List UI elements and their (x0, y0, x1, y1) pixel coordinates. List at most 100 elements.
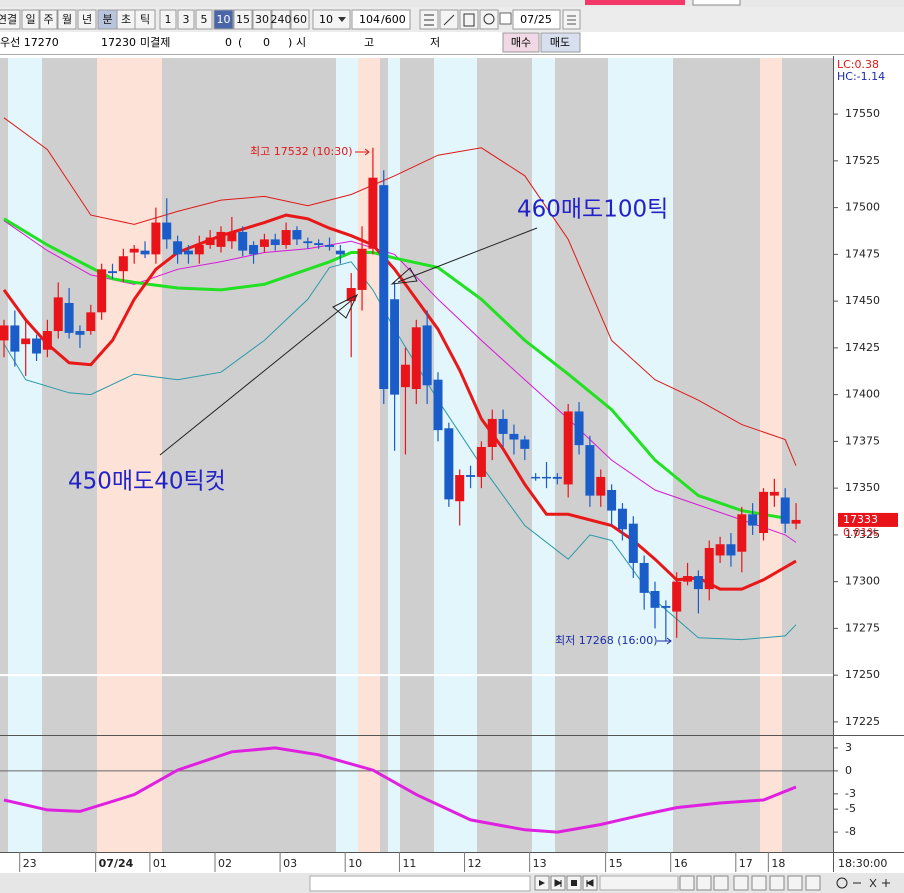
candle-body (661, 605, 671, 608)
count-field[interactable] (351, 9, 411, 30)
sell-button[interactable] (540, 32, 581, 53)
candle-body (194, 245, 204, 255)
info-text: 미결제 (140, 36, 170, 49)
candle-body (487, 418, 497, 447)
candle-body (704, 547, 714, 590)
candle-body (531, 476, 541, 479)
x-tick-label: 13 (533, 857, 547, 870)
period-value: 10 (319, 13, 333, 26)
checkbox[interactable] (499, 12, 512, 25)
candle-body (400, 364, 410, 388)
button[interactable] (713, 875, 729, 891)
candle-body (53, 297, 63, 332)
annotation-line (159, 299, 353, 456)
band (336, 58, 358, 852)
y-tick-label: 0 (845, 764, 852, 777)
last-price-label: 17333 (843, 513, 878, 526)
zoom-slider[interactable] (599, 875, 679, 891)
button[interactable] (751, 875, 767, 891)
toolbar-button[interactable] (77, 9, 97, 30)
candle-body (552, 476, 562, 479)
oscillator-line (3, 746, 797, 834)
toolbar-button[interactable] (134, 9, 156, 30)
candle-body (390, 299, 400, 395)
toolbar-label: 15 (236, 13, 250, 26)
info-text: 시 (296, 36, 306, 49)
y-tick-label: 17500 (845, 201, 880, 214)
toolbar-button[interactable] (159, 9, 177, 30)
info-text: ( (238, 36, 242, 49)
icon[interactable] (853, 878, 890, 888)
candle-body (769, 491, 779, 496)
y-tick-label: 17450 (845, 294, 880, 307)
candle-body (227, 231, 237, 242)
candle-body (411, 327, 421, 390)
y-tick-label: 17325 (845, 528, 880, 541)
toolbar-button[interactable] (233, 9, 253, 30)
date-value: 07/25 (520, 13, 552, 26)
candle-body (715, 544, 725, 556)
tool-button[interactable] (479, 9, 499, 30)
x-tick-label: 12 (468, 857, 482, 870)
icon[interactable] (836, 877, 848, 889)
candle-body (10, 325, 20, 352)
x-tick-label: 23 (23, 857, 37, 870)
button[interactable] (769, 875, 785, 891)
pink-button[interactable] (585, 0, 685, 5)
band (477, 58, 532, 852)
toolbar-button[interactable] (177, 9, 195, 30)
annotation-arrowhead (390, 267, 418, 285)
y-tick-label: 17525 (845, 154, 880, 167)
button[interactable] (805, 875, 821, 891)
toolbar-button[interactable] (290, 9, 310, 30)
toolbar-button[interactable] (195, 9, 213, 30)
candle-body (183, 250, 193, 255)
toolbar-button[interactable] (21, 9, 40, 30)
buy-label: 매수 (511, 36, 531, 49)
candle-body (433, 379, 443, 431)
candle-body (42, 331, 52, 350)
toolbar-button[interactable] (0, 9, 21, 30)
candle-body (86, 312, 96, 332)
x-tick-label: 03 (283, 857, 297, 870)
count-max: /600 (381, 13, 406, 26)
candle-body (542, 476, 551, 479)
toolbar-button[interactable] (271, 9, 291, 30)
candle-body (238, 231, 248, 251)
scroll-track[interactable] (309, 875, 531, 892)
band (400, 58, 434, 852)
x-tick-label: 02 (218, 857, 232, 870)
candle-body (563, 411, 573, 485)
info-text: 0 (263, 36, 270, 49)
candle-body (726, 544, 736, 556)
button[interactable] (787, 875, 803, 891)
button[interactable] (679, 875, 695, 891)
candle-body (314, 243, 324, 246)
y-tick-label: 17300 (845, 575, 880, 588)
toolbar-button[interactable] (252, 9, 272, 30)
candle-body (205, 237, 215, 246)
candle-body (129, 248, 139, 253)
y-tick-label: -8 (845, 825, 856, 838)
band (97, 58, 162, 852)
lc-label: LC:0.38 (837, 58, 879, 71)
date-field[interactable] (512, 9, 561, 30)
candle-body (173, 241, 183, 255)
candle-body (596, 476, 606, 496)
candle-body (270, 239, 280, 246)
button[interactable] (733, 875, 749, 891)
band (42, 58, 97, 852)
button[interactable] (696, 875, 712, 891)
buy-button[interactable] (502, 32, 540, 53)
period-dropdown[interactable] (312, 9, 351, 30)
toolbar-button[interactable] (39, 9, 58, 30)
toolbar-button[interactable] (213, 9, 234, 30)
session-bands (0, 58, 833, 852)
indicator-line (2, 213, 797, 591)
band (673, 58, 760, 852)
toolbar-button[interactable] (57, 9, 77, 30)
candle-body (759, 491, 768, 534)
indicator-line (3, 220, 797, 543)
field[interactable] (692, 0, 741, 6)
